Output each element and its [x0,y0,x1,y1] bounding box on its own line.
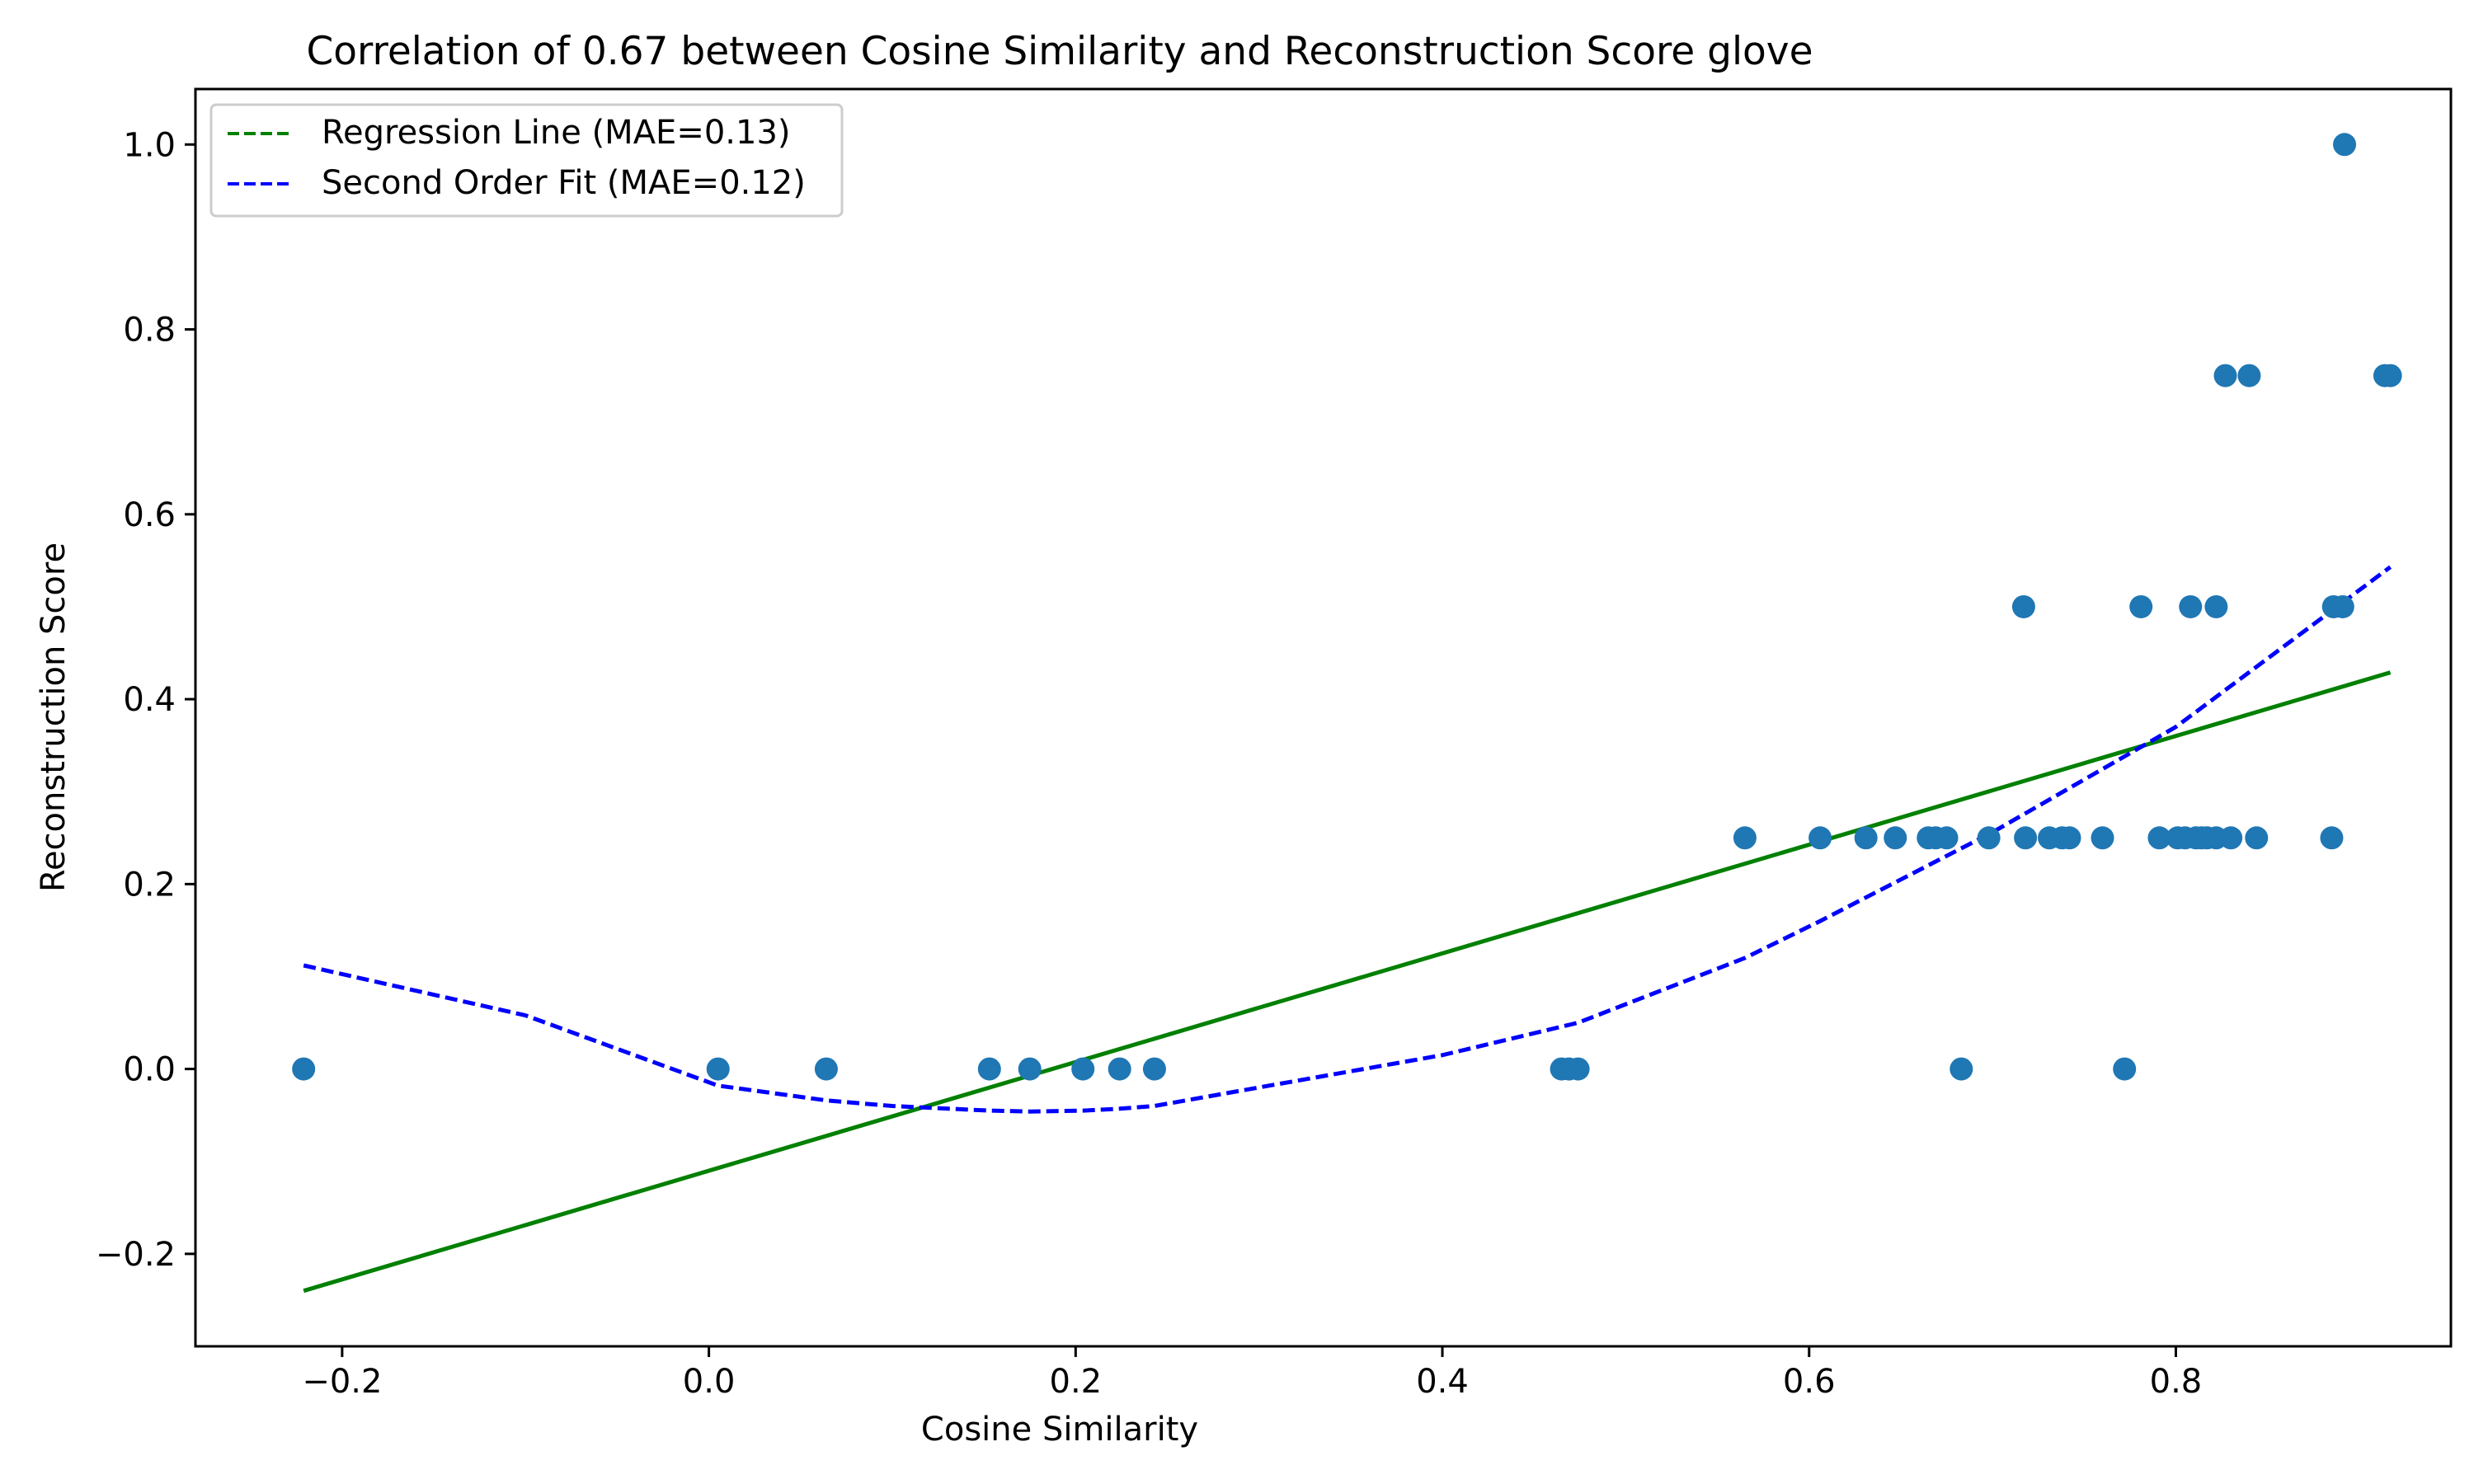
scatter-point [1071,1057,1095,1081]
scatter-point [1142,1057,1166,1081]
scatter-point [2237,364,2261,387]
x-axis-label: Cosine Similarity [921,1411,1198,1449]
y-tick-label: 0.8 [123,312,176,350]
legend: Regression Line (MAE=0.13) Second Order … [209,103,844,218]
scatter-point [2179,594,2203,618]
y-tick-label: −0.2 [96,1236,176,1274]
scatter-point [1935,826,1959,850]
scatter-point [2219,826,2243,850]
scatter-point [2113,1057,2137,1081]
scatter-point [2204,594,2228,618]
scatter-point [814,1057,838,1081]
scatter-point [1808,826,1832,850]
scatter-point [1108,1057,1131,1081]
y-tick-label: 0.4 [123,681,176,719]
scatter-point [1977,826,2001,850]
axes-frame [194,87,2453,1348]
scatter-point [2058,826,2081,850]
second-order-fit-line [303,565,2392,1114]
scatter-point [2129,594,2153,618]
scatter-point [2014,826,2038,850]
x-tick-label: 0.2 [1050,1363,1103,1401]
y-tick-label: 0.0 [123,1051,176,1089]
y-tick-label: 1.0 [123,126,176,164]
scatter-point [292,1057,316,1081]
regression-line [303,670,2392,1294]
scatter-point [2333,133,2357,157]
legend-label-regression: Regression Line (MAE=0.13) [322,114,791,152]
scatter-point [977,1057,1001,1081]
plot-area: −0.2 0.0 0.2 0.4 0.6 0.8 −0.2 0.0 0.2 0.4 0.6 0.8 1.… [96,87,2453,1401]
y-tick-label: 0.2 [123,866,176,904]
scatter-point [2147,826,2171,850]
x-tick-label: 0.4 [1416,1363,1469,1401]
x-tick-label: 0.0 [683,1363,736,1401]
scatter-point [1854,826,1878,850]
legend-box [209,103,844,218]
scatter-point [2213,364,2237,387]
scatter-point [1018,1057,1042,1081]
scatter-point [2378,364,2402,387]
scatter-point [1566,1057,1590,1081]
scatter-point [2320,826,2344,850]
scatter-point [706,1057,730,1081]
scatter-point [2245,826,2269,850]
scatter-point [1884,826,1907,850]
scatter-point [1733,826,1757,850]
y-axis-label: Reconstruction Score [35,542,73,892]
scatter-point [2091,826,2114,850]
x-tick-label: 0.8 [2150,1363,2203,1401]
x-tick-label: 0.6 [1783,1363,1836,1401]
scatter-point [1950,1057,1973,1081]
chart-title: Correlation of 0.67 between Cosine Simil… [306,29,1813,74]
x-tick-label: −0.2 [302,1363,382,1401]
legend-label-second-order: Second Order Fit (MAE=0.12) [322,164,806,202]
y-tick-label: 0.6 [123,496,176,534]
scatter-point [2331,594,2354,618]
scatter-point [2011,594,2035,618]
